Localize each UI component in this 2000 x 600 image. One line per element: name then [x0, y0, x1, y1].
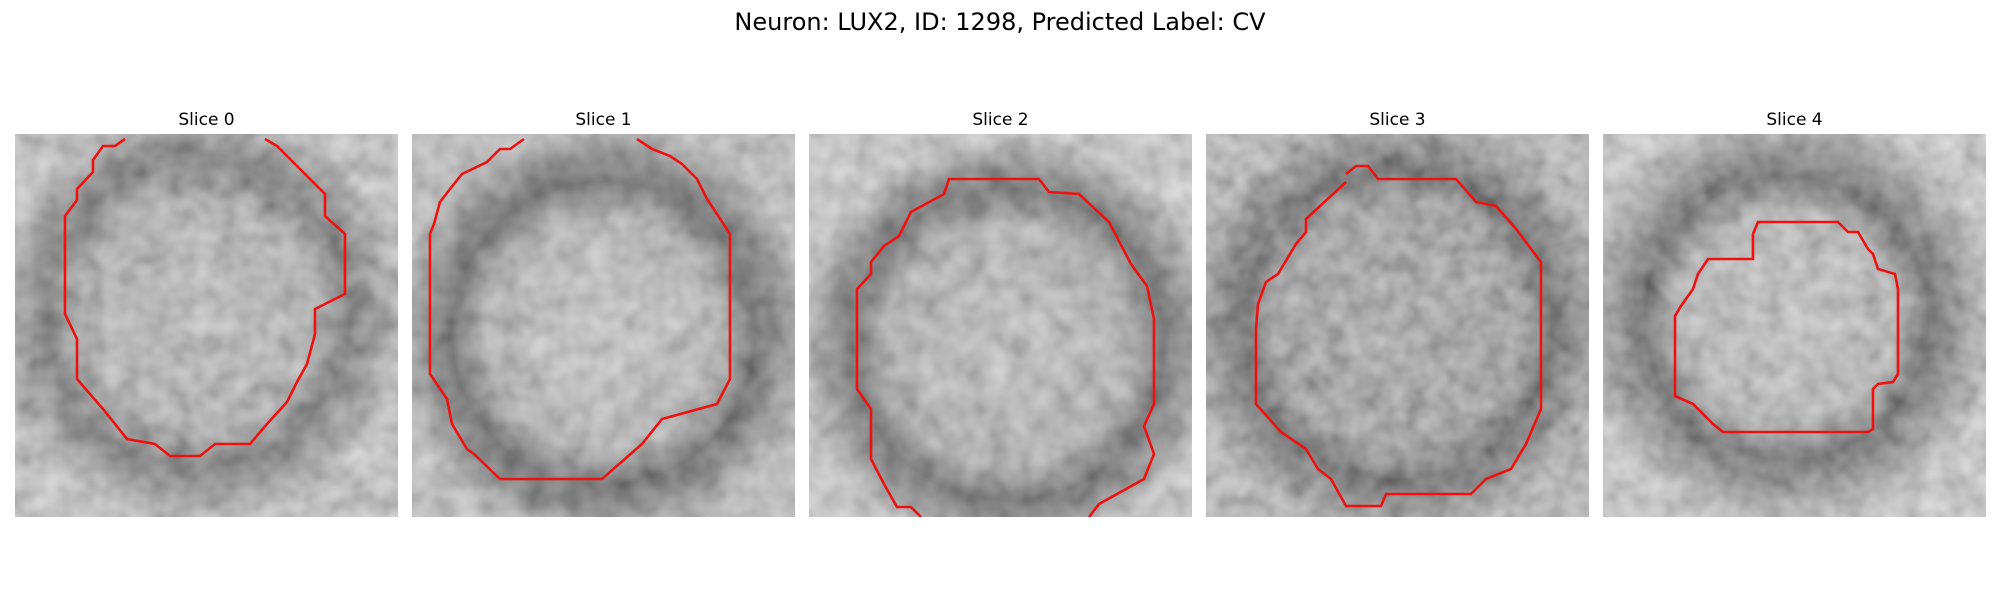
- slice-panel-2: Slice 2: [809, 108, 1192, 517]
- slice-contour-3: [1254, 164, 1543, 508]
- slice-image-3: [1206, 134, 1589, 517]
- figure-title: Neuron: LUX2, ID: 1298, Predicted Label:…: [734, 8, 1266, 36]
- slice-contour-2: [855, 177, 1156, 517]
- slice-title-2: Slice 2: [972, 110, 1029, 130]
- slice-image-4: [1603, 134, 1986, 517]
- slice-title-4: Slice 4: [1766, 110, 1823, 130]
- slice-title-1: Slice 1: [575, 110, 632, 130]
- slice-image-0: [15, 134, 398, 517]
- slice-panel-0: Slice 0: [15, 108, 398, 517]
- slice-panel-4: Slice 4: [1603, 108, 1986, 517]
- slice-image-1: [412, 134, 795, 517]
- slice-title-0: Slice 0: [178, 110, 235, 130]
- slice-panel-1: Slice 1: [412, 108, 795, 517]
- slice-contour-4: [1673, 220, 1900, 434]
- slice-title-3: Slice 3: [1369, 110, 1426, 130]
- slice-image-2: [809, 134, 1192, 517]
- slice-contour-1: [428, 137, 732, 481]
- slice-panel-3: Slice 3: [1206, 108, 1589, 517]
- slice-contour-0: [63, 137, 347, 458]
